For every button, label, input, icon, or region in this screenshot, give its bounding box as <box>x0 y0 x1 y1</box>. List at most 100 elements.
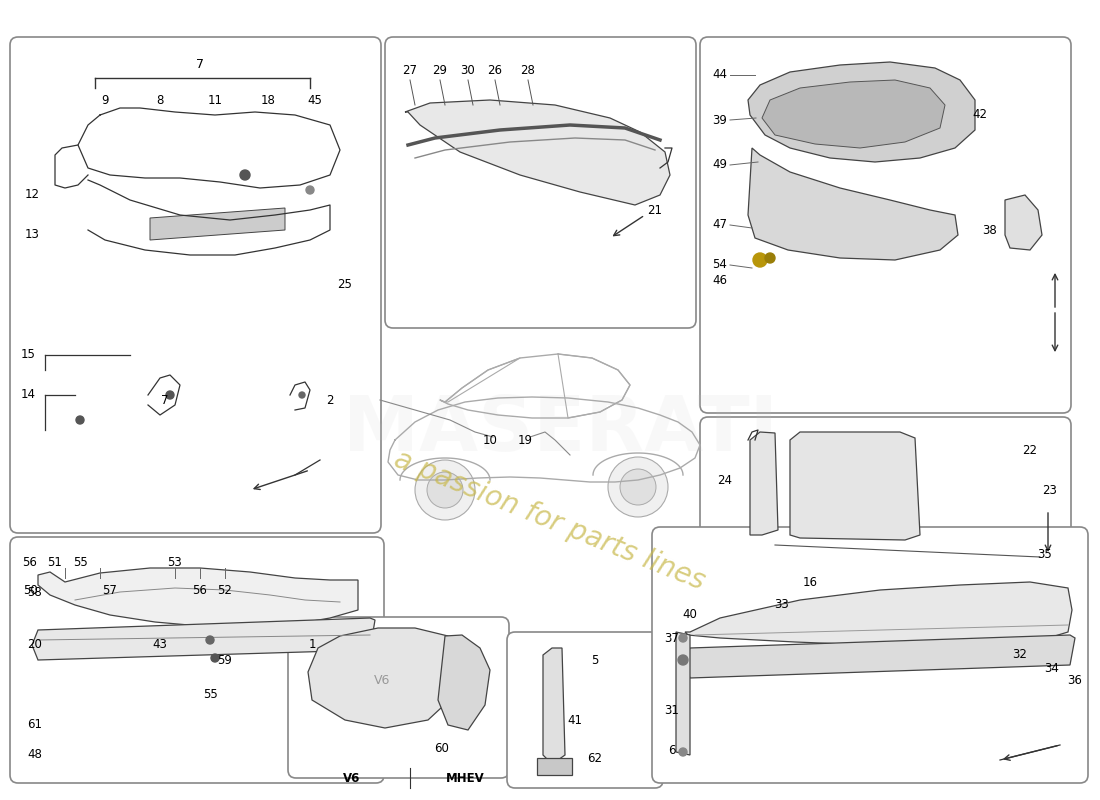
Text: 56: 56 <box>192 583 208 597</box>
Text: 50: 50 <box>23 583 37 597</box>
FancyBboxPatch shape <box>507 632 663 788</box>
Text: 10: 10 <box>483 434 497 446</box>
FancyBboxPatch shape <box>288 617 509 778</box>
Text: 48: 48 <box>28 749 43 762</box>
Text: 55: 55 <box>73 555 87 569</box>
Polygon shape <box>748 62 975 162</box>
Text: 5: 5 <box>592 654 598 666</box>
Text: 58: 58 <box>28 586 43 599</box>
FancyBboxPatch shape <box>385 37 696 328</box>
Text: 9: 9 <box>101 94 109 106</box>
Circle shape <box>764 253 776 263</box>
Polygon shape <box>750 432 778 535</box>
Circle shape <box>608 457 668 517</box>
Polygon shape <box>685 635 1075 678</box>
Polygon shape <box>543 648 565 760</box>
Text: 42: 42 <box>972 109 988 122</box>
Text: 30: 30 <box>461 63 475 77</box>
Text: 54: 54 <box>713 258 727 271</box>
Text: 60: 60 <box>434 742 450 754</box>
FancyBboxPatch shape <box>700 37 1071 413</box>
Text: 34: 34 <box>1045 662 1059 674</box>
Text: 22: 22 <box>1023 443 1037 457</box>
Polygon shape <box>438 635 490 730</box>
Text: 61: 61 <box>28 718 43 731</box>
Text: 36: 36 <box>1068 674 1082 686</box>
Text: 11: 11 <box>208 94 222 106</box>
Circle shape <box>415 460 475 520</box>
Text: 18: 18 <box>261 94 275 106</box>
Text: 40: 40 <box>683 609 697 622</box>
Text: 14: 14 <box>21 389 35 402</box>
Polygon shape <box>405 100 670 205</box>
Text: 51: 51 <box>47 555 63 569</box>
Text: 29: 29 <box>432 63 448 77</box>
Text: 47: 47 <box>713 218 727 231</box>
FancyBboxPatch shape <box>10 537 384 783</box>
Text: 53: 53 <box>167 555 183 569</box>
Polygon shape <box>790 432 920 540</box>
Polygon shape <box>748 148 958 260</box>
Text: 19: 19 <box>517 434 532 446</box>
Text: MHEV: MHEV <box>446 771 484 785</box>
Text: 24: 24 <box>717 474 733 486</box>
Text: V6: V6 <box>374 674 390 686</box>
Text: 2: 2 <box>327 394 333 406</box>
Polygon shape <box>32 618 375 660</box>
FancyBboxPatch shape <box>700 417 1071 583</box>
Text: 44: 44 <box>713 69 727 82</box>
Polygon shape <box>1005 195 1042 250</box>
Circle shape <box>206 636 214 644</box>
Text: 38: 38 <box>982 223 998 237</box>
Text: 37: 37 <box>664 631 680 645</box>
Text: 59: 59 <box>218 654 232 666</box>
Text: a passion for parts lines: a passion for parts lines <box>390 445 710 595</box>
Text: 39: 39 <box>713 114 727 126</box>
Text: 56: 56 <box>23 555 37 569</box>
Text: 7: 7 <box>196 58 204 71</box>
Circle shape <box>166 391 174 399</box>
Text: 6: 6 <box>669 743 675 757</box>
Text: 55: 55 <box>202 689 218 702</box>
Circle shape <box>754 253 767 267</box>
Circle shape <box>299 392 305 398</box>
Text: 46: 46 <box>713 274 727 286</box>
Text: 8: 8 <box>156 94 164 106</box>
Text: 32: 32 <box>1013 649 1027 662</box>
Text: 7: 7 <box>162 394 168 406</box>
Text: 31: 31 <box>664 703 680 717</box>
Text: 20: 20 <box>28 638 43 651</box>
Text: 1: 1 <box>308 638 316 651</box>
Polygon shape <box>762 80 945 148</box>
Text: 21: 21 <box>648 203 662 217</box>
Text: 26: 26 <box>487 63 503 77</box>
FancyBboxPatch shape <box>10 37 381 533</box>
Polygon shape <box>39 568 358 628</box>
FancyBboxPatch shape <box>652 527 1088 783</box>
Circle shape <box>679 748 688 756</box>
Text: 41: 41 <box>568 714 583 726</box>
Circle shape <box>427 472 463 508</box>
Text: 33: 33 <box>774 598 790 611</box>
Circle shape <box>678 655 688 665</box>
Text: 25: 25 <box>338 278 352 291</box>
Polygon shape <box>308 628 460 728</box>
Text: 35: 35 <box>1037 549 1053 562</box>
Text: 15: 15 <box>21 349 35 362</box>
Text: 16: 16 <box>803 575 817 589</box>
Text: 12: 12 <box>24 189 40 202</box>
Circle shape <box>679 634 688 642</box>
Text: 13: 13 <box>24 229 40 242</box>
Circle shape <box>76 416 84 424</box>
Circle shape <box>620 469 656 505</box>
Text: 43: 43 <box>153 638 167 651</box>
Text: MASERATI: MASERATI <box>342 393 778 467</box>
Circle shape <box>306 186 313 194</box>
Text: 28: 28 <box>520 63 536 77</box>
Polygon shape <box>150 208 285 240</box>
Circle shape <box>240 170 250 180</box>
Text: 23: 23 <box>1043 483 1057 497</box>
Text: 45: 45 <box>308 94 322 106</box>
Text: 57: 57 <box>102 583 118 597</box>
Circle shape <box>211 654 219 662</box>
